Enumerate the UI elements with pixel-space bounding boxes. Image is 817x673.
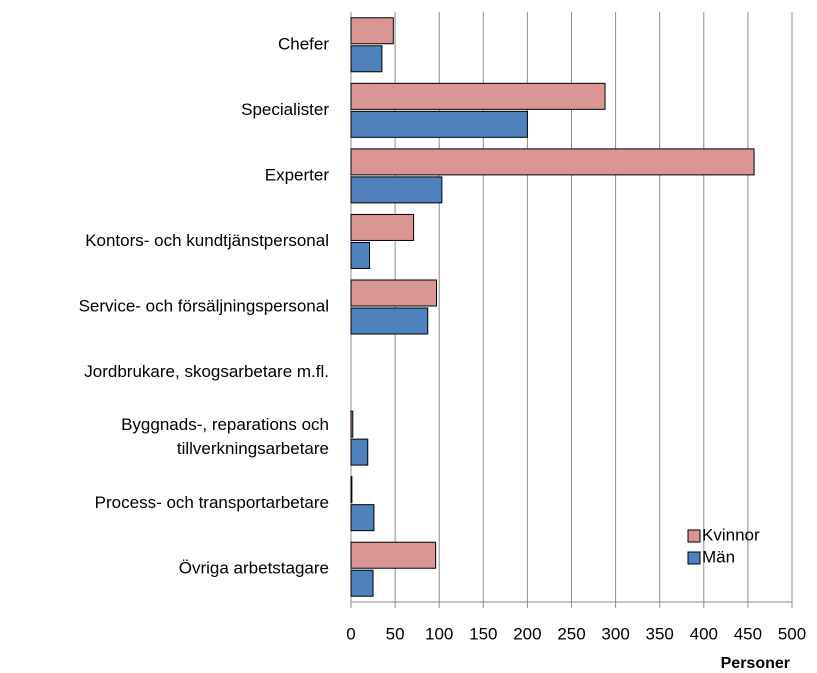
bar <box>350 307 429 335</box>
legend-label: Män <box>702 547 735 566</box>
legend-label: Kvinnor <box>702 525 760 544</box>
x-tick-label: 350 <box>646 624 674 643</box>
x-tick-label: 400 <box>690 624 718 643</box>
x-tick-label: 300 <box>601 624 629 643</box>
bar <box>350 541 437 569</box>
y-tick-label: Övriga arbetstagare <box>179 559 329 578</box>
y-tick-label: Process- och transportarbetare <box>95 493 329 512</box>
y-tick-label: Byggnads-, reparations och tillverkningsa… <box>121 416 329 459</box>
x-tick-label: 500 <box>778 624 806 643</box>
bar <box>350 504 375 532</box>
bar <box>350 569 374 597</box>
x-tick-label: 0 <box>346 624 355 643</box>
bar <box>350 82 606 110</box>
y-tick-label: Service- och försäljningspersonal <box>79 296 329 315</box>
x-tick-label: 150 <box>469 624 497 643</box>
bar <box>350 148 755 176</box>
x-tick-label: 100 <box>425 624 453 643</box>
legend-swatch <box>687 529 701 543</box>
x-axis-label: Personer <box>721 655 790 672</box>
bar <box>350 213 415 241</box>
y-tick-label: Specialister <box>241 100 329 119</box>
y-tick-label: Experter <box>265 165 330 184</box>
y-tick-label: Kontors- och kundtjänstpersonal <box>85 231 329 250</box>
bar <box>350 45 383 73</box>
x-tick-label: 450 <box>734 624 762 643</box>
y-tick-label: Chefer <box>278 34 329 53</box>
y-tick-label: Jordbrukare, skogsarbetare m.fl. <box>84 362 329 381</box>
bar <box>350 241 371 269</box>
x-tick-label: 50 <box>386 624 405 643</box>
x-tick-label: 200 <box>513 624 541 643</box>
x-tick-label: 250 <box>557 624 585 643</box>
bar <box>350 476 353 504</box>
bar <box>350 410 354 438</box>
bar <box>350 279 438 307</box>
bar <box>350 176 443 204</box>
bar <box>350 17 394 45</box>
bar <box>350 438 369 466</box>
bar <box>350 110 528 138</box>
legend-swatch <box>687 551 701 565</box>
